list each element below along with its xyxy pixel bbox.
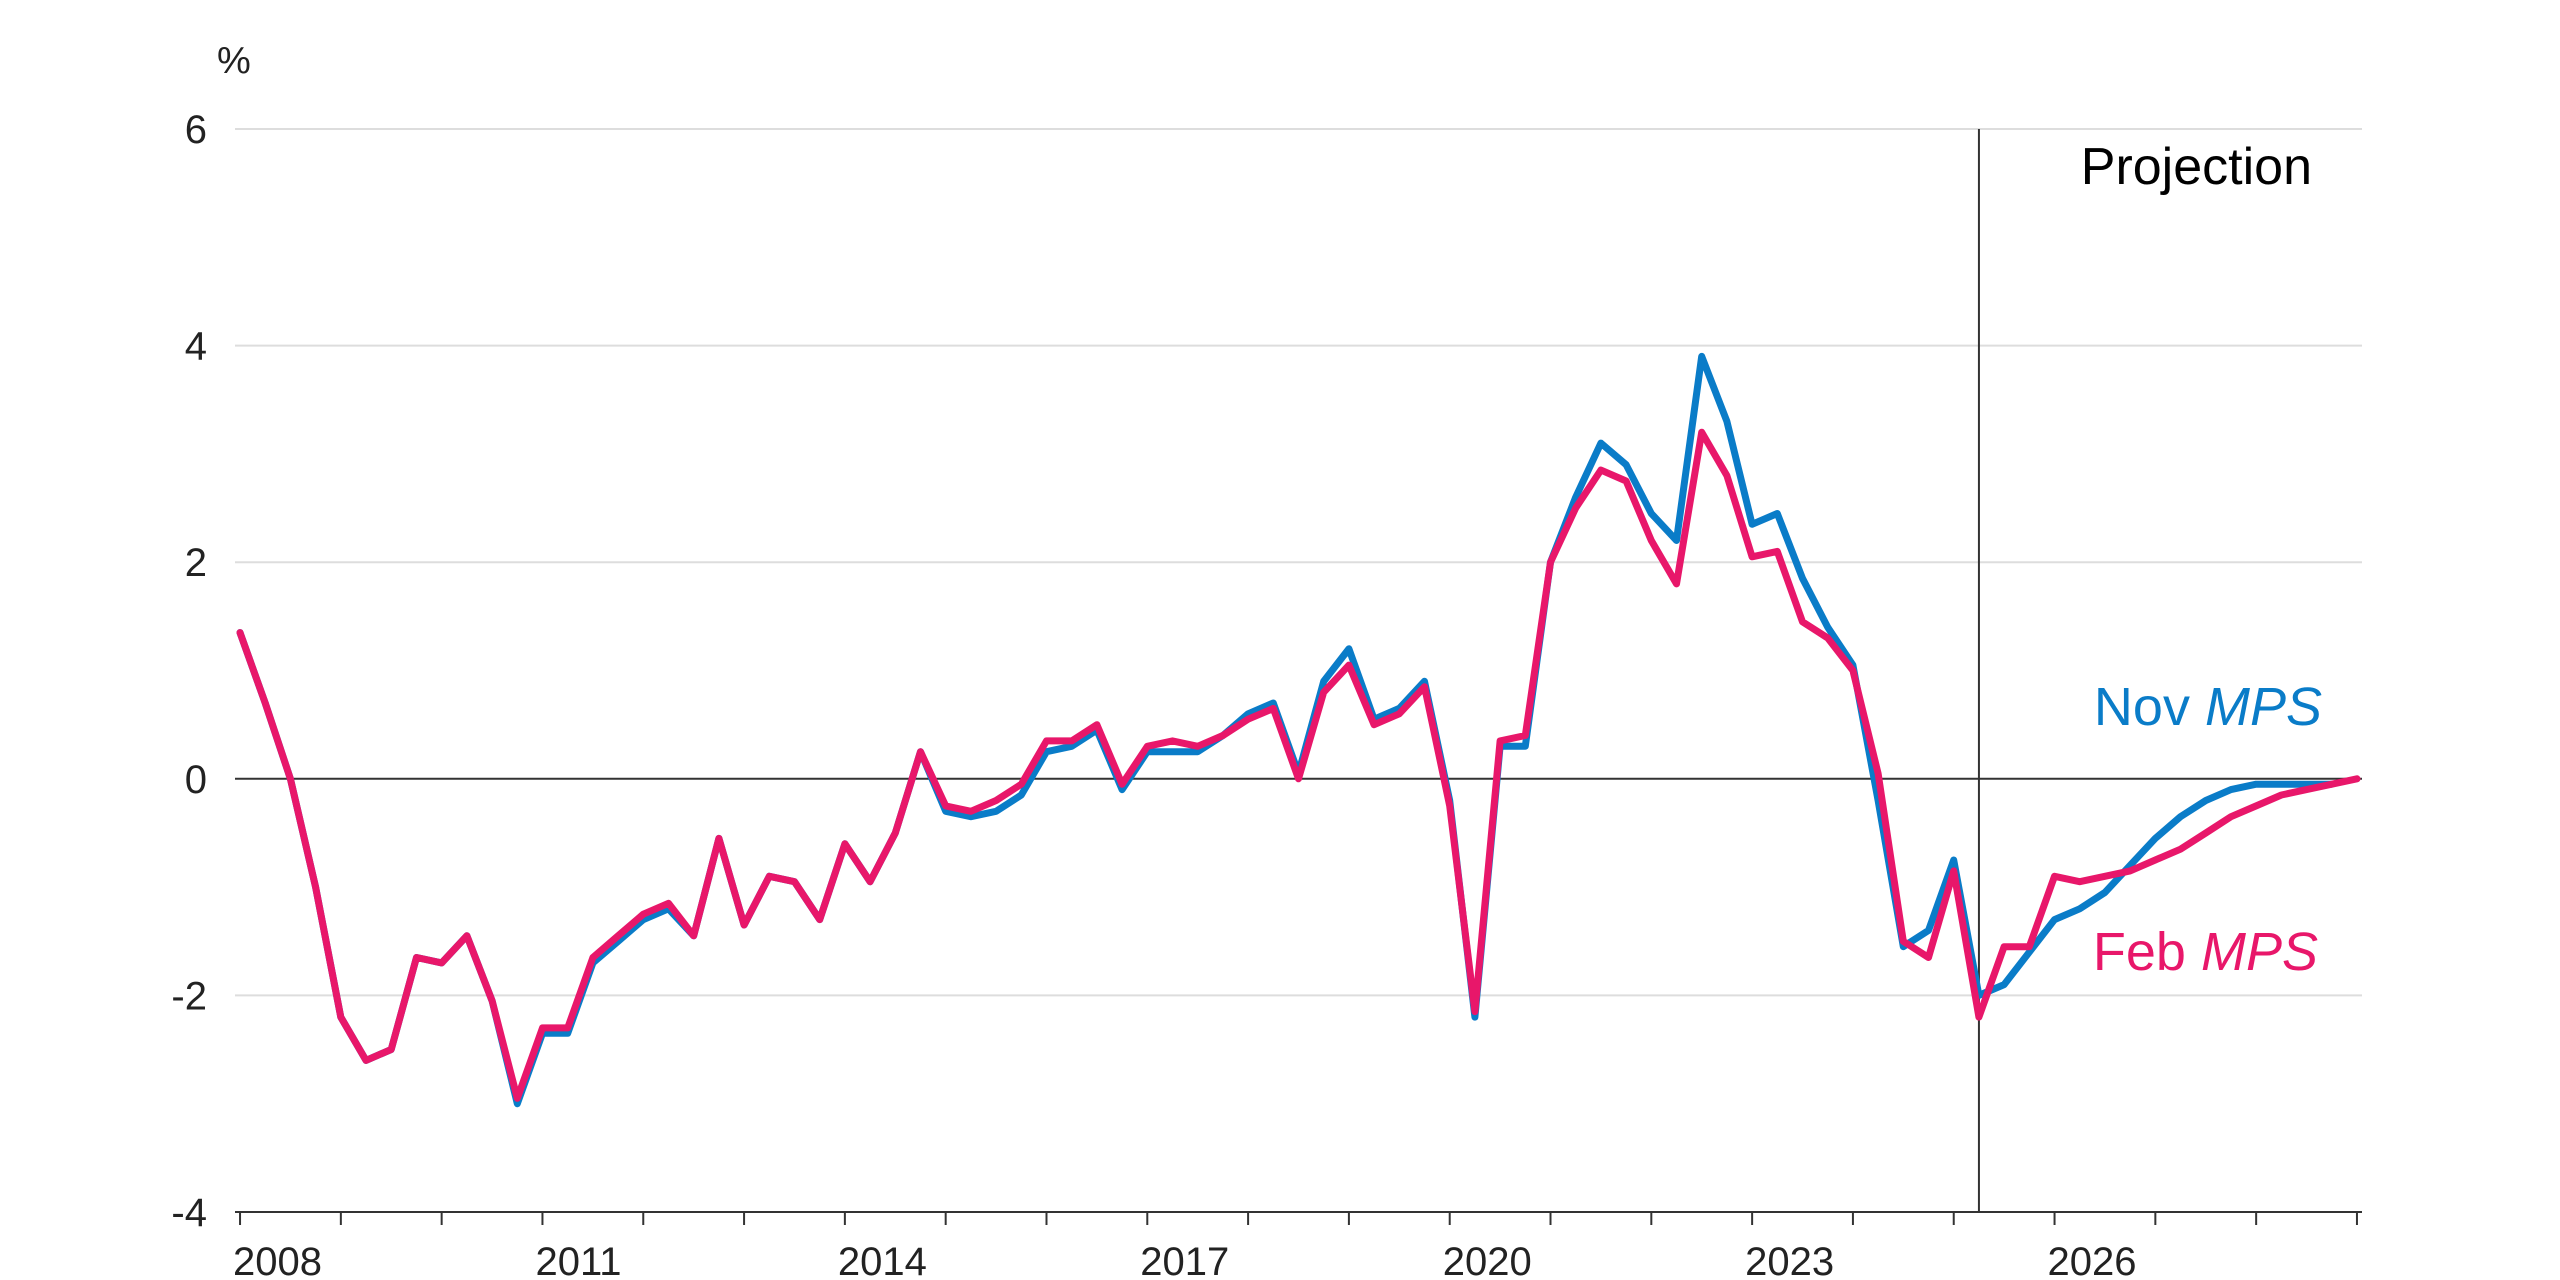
- legend-feb-sep: [2186, 922, 2201, 982]
- x-tick-label: 2014: [838, 1240, 927, 1280]
- x-tick-label: 2026: [2048, 1240, 2137, 1280]
- y-tick-label: -4: [171, 1191, 207, 1235]
- y-axis-unit-label: %: [217, 40, 251, 82]
- legend-feb-mps: Feb MPS: [2093, 922, 2318, 982]
- legend-nov-sep: [2190, 677, 2205, 737]
- series-lines: [236, 352, 2361, 1108]
- x-tick-label: 2023: [1745, 1240, 1834, 1280]
- y-axis-ticks: 6 4 2 0 -2 -4: [171, 108, 207, 1235]
- gridlines: [235, 128, 2362, 997]
- y-tick-label: 0: [185, 758, 207, 802]
- y-tick-label: -2: [171, 974, 207, 1018]
- legend-feb-main: Feb: [2093, 922, 2186, 982]
- legend-feb-em: MPS: [2201, 922, 2318, 982]
- series-line-nov-mps: [236, 352, 2336, 1108]
- projection-label: Projection: [2081, 138, 2312, 196]
- x-axis: 2008 2011 2014 2017 2020 2023 2026: [233, 1211, 2362, 1280]
- legend-nov-main: Nov: [2094, 677, 2190, 737]
- y-tick-label: 4: [185, 325, 207, 369]
- y-tick-label: 6: [185, 108, 207, 152]
- y-tick-label: 2: [185, 541, 207, 585]
- x-tick-label: 2011: [535, 1240, 621, 1280]
- legend-nov-mps: Nov MPS: [2094, 677, 2322, 737]
- series-line-feb-mps: [236, 428, 2361, 1102]
- x-tick-label: 2017: [1140, 1240, 1229, 1280]
- x-tick-label: 2020: [1443, 1240, 1532, 1280]
- legend-nov-em: MPS: [2205, 677, 2322, 737]
- x-tick-label: 2008: [233, 1240, 322, 1280]
